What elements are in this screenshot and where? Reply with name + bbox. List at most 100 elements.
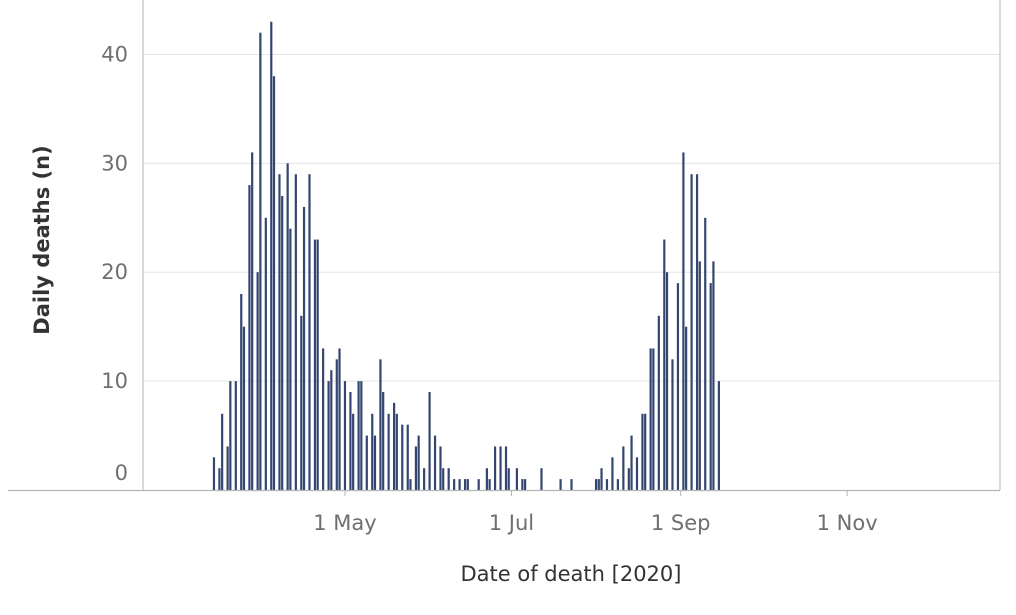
bar-series-a [453, 479, 456, 490]
bar-series-a [349, 392, 352, 490]
bar-series-a [251, 152, 254, 490]
bar-series-a [294, 174, 297, 490]
bar-series-a [406, 424, 409, 490]
y-tick-label: 40 [101, 42, 128, 66]
axes-layer [8, 0, 1001, 492]
x-tick-label: 1 Sep [651, 511, 711, 535]
bar-series-a [433, 435, 437, 490]
y-tick-label: 20 [101, 260, 128, 284]
x-tick-labels: 1 May 1 Jul 1 Sep 1 Nov [313, 490, 878, 535]
bar-series-a [570, 479, 573, 490]
bar-series-a [379, 359, 382, 490]
bar-series-a [524, 479, 527, 490]
bar-series-a [458, 479, 461, 490]
bar-series-a [302, 206, 306, 490]
bar-series-a [649, 348, 652, 490]
bar-series-a [226, 446, 229, 490]
bar-series-a [221, 413, 224, 490]
bar-series-a [327, 381, 330, 490]
bar-series-a [439, 446, 442, 490]
bar-series-a [382, 392, 385, 490]
bar-series-a [712, 261, 715, 490]
bar-series-a [409, 479, 412, 490]
bar-series-a [373, 435, 377, 490]
y-tick-label: 30 [101, 151, 128, 175]
bar-series-a [395, 413, 398, 490]
bar-series-a [559, 479, 562, 490]
bar-series-a [682, 152, 685, 490]
bar-series-a [671, 359, 674, 490]
grid-layer [143, 53, 1000, 382]
bar-series-a [507, 468, 510, 490]
bar-series-a [270, 21, 273, 491]
bar-series-a [387, 413, 390, 490]
bar-series-a [229, 381, 232, 490]
x-axis-label: Date of death [2020] [461, 562, 682, 586]
bar-series-a [365, 435, 368, 490]
bar-series-a [521, 479, 524, 490]
bar-series-a [665, 272, 669, 490]
bar-series-a [360, 381, 363, 490]
bar-series-a [352, 413, 355, 490]
bar-series-a [300, 315, 303, 490]
bar-series-a [272, 76, 276, 490]
bar-series-a [704, 217, 707, 490]
bar-series-a [423, 468, 426, 490]
bar-series-a [477, 479, 480, 490]
bar-series-a [635, 457, 639, 490]
bar-series-a [371, 413, 374, 490]
bar-series-a [264, 217, 267, 490]
bar-series-a [278, 174, 281, 490]
bar-series-a [644, 413, 647, 490]
bar-series-a [657, 315, 660, 490]
bar-series-a [322, 348, 325, 490]
bar-series-a [240, 294, 243, 490]
bar-series-a [695, 174, 699, 490]
bar-series-a [259, 32, 262, 491]
bar-series-a [616, 479, 619, 490]
bar-series-a [485, 468, 488, 490]
bar-series-a [401, 424, 404, 490]
x-tick-label: 1 May [313, 511, 376, 535]
bar-series-a [313, 239, 317, 490]
bar-series-a [256, 272, 259, 490]
x-tick-label: 1 Jul [489, 511, 534, 535]
bar-series-a [393, 402, 396, 490]
bar-series-a [515, 468, 519, 490]
bar-series-a [605, 479, 609, 490]
bar-series-a [234, 381, 237, 490]
bar-series-a [627, 468, 630, 490]
bar-series-a [308, 174, 311, 490]
bar-series-a [417, 435, 420, 490]
bar-series-a [248, 185, 251, 491]
bar-series-a [630, 435, 633, 490]
bar-series-a [447, 468, 450, 490]
bar-series-a [357, 381, 360, 490]
bar-series-a [242, 326, 246, 490]
bar-series-a [690, 174, 693, 490]
bar-series-a [286, 163, 289, 490]
bar-series-a [463, 479, 467, 490]
bar-series-a [338, 348, 341, 490]
bar-series-a [540, 468, 543, 490]
bar-series-a [504, 446, 508, 490]
bar-series-a [493, 446, 497, 490]
bar-series-a [488, 479, 491, 490]
y-axis-label: Daily deaths (n) [30, 145, 54, 334]
bar-series-a [611, 457, 614, 490]
bar-series-a [414, 446, 418, 490]
bar-series-a [709, 283, 712, 490]
bar-series-a [597, 479, 600, 490]
bars-layer [212, 21, 720, 491]
bar-series-a [335, 359, 338, 490]
bar-series-a [622, 446, 625, 490]
bar-series-a [663, 239, 666, 490]
bar-series-a [641, 413, 644, 490]
bar-series-a [466, 479, 469, 490]
y-tick-labels: 0 10 20 30 40 [101, 42, 128, 485]
bar-series-a [343, 381, 347, 490]
bar-series-a [717, 381, 720, 490]
bar-series-a [212, 457, 216, 490]
